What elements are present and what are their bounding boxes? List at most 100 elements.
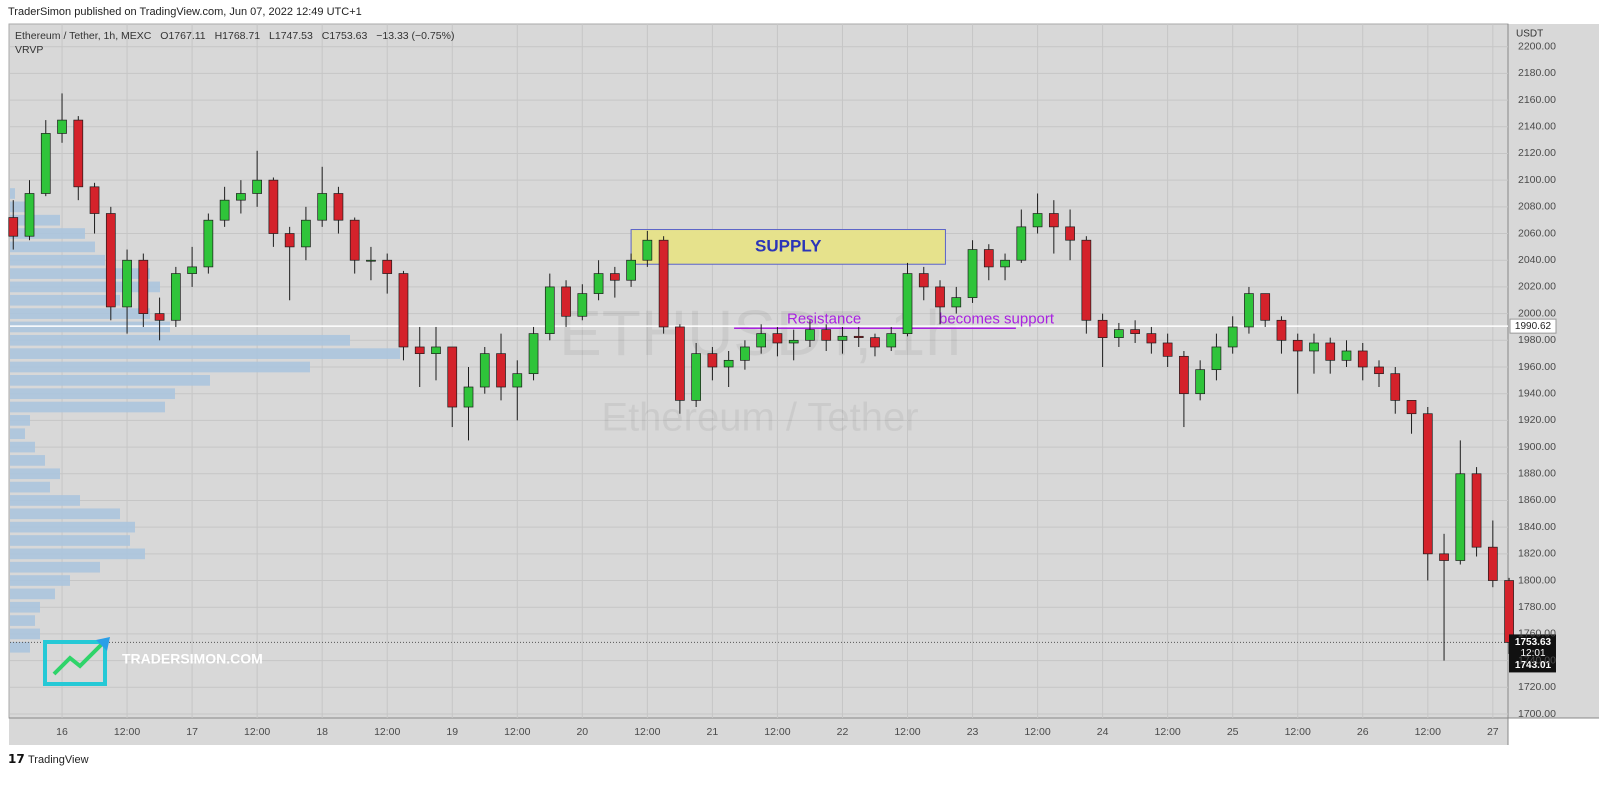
volume-profile-bar [10,214,60,226]
volume-profile-bar [10,481,50,493]
x-tick-label: 12:00 [1155,726,1181,738]
candle-body [1357,350,1368,368]
candle-body [366,259,376,262]
candle-body [1325,342,1336,361]
logo-frame [43,640,107,686]
x-tick-label: 17 [186,726,198,738]
candle-body [723,359,734,368]
legend: Ethereum / Tether, 1h, MEXC O1767.11 H17… [15,30,454,42]
x-tick-label: 26 [1357,726,1369,738]
indicator-label: VRVP [15,44,43,56]
y-tick-label: 1820.00 [1518,548,1556,560]
candle-body [398,273,409,348]
level-tag-box [1509,318,1557,334]
candle-body [496,353,506,388]
x-tick-label: 12:00 [634,726,660,738]
y-tick-label: 2060.00 [1518,227,1556,239]
y-tick-label: 1800.00 [1518,574,1556,586]
volume-profile-bar [10,348,400,359]
volume-profile-bar [10,601,40,613]
candle-body [479,353,490,388]
candle-body [284,233,295,248]
candle-body [187,266,197,274]
legend-open: O1767.11 [160,30,206,42]
candle-body [805,329,815,341]
candle-body [1048,213,1059,228]
volume-profile-bar [10,188,15,199]
volume-profile-bar [10,268,150,279]
volume-profile-bar [10,388,175,400]
candle-body [1260,293,1271,321]
volume-profile-bar [10,615,35,626]
logo-text: TRADERSIMON.COM [122,651,263,667]
x-tick-label: 18 [316,726,328,738]
y-tick-label: 1900.00 [1518,441,1556,453]
annotations: SUPPLY Resistance becomes support [10,229,1508,643]
watermark: ETHUSDT, 1h Ethereum / Tether [559,297,961,440]
footer: 𝟭𝟳 TradingView [8,752,89,766]
volume-profile-bar [10,201,30,213]
volume-profile-bar [10,588,55,600]
candle-body [561,286,571,317]
volume-profile-bar [10,535,130,546]
candle-body [1179,355,1189,395]
legend-close: C1753.63 [322,30,368,42]
volume-profile-bar [10,334,350,346]
y-tick-label: 2180.00 [1518,67,1556,79]
footer-brand: TradingView [28,754,89,766]
y-tick-label: 1980.00 [1518,334,1556,346]
volume-profile-bar [10,455,45,466]
candle-body [317,193,328,221]
candle-body [870,337,880,348]
y-tick-label: 2140.00 [1518,121,1556,133]
candle-body [528,333,539,375]
candle-body [886,333,897,348]
candle-body [1000,259,1010,268]
x-tick-label: 20 [576,726,588,738]
candle-body [1081,239,1092,321]
candle-body [593,273,604,294]
x-tick-label: 25 [1227,726,1239,738]
candle-body [1390,373,1401,401]
candle-body [1309,342,1319,352]
volume-profile-bar [10,361,310,373]
candle-body [24,193,35,237]
volume-profile-bar [10,281,160,293]
bar-low-tag: 1743.01 [1515,660,1552,671]
candle-body [57,119,67,134]
x-tick-label: 12:00 [764,726,790,738]
candle-body [349,219,360,261]
candle-body [236,193,246,201]
y-tick-label: 1880.00 [1518,468,1556,480]
y-tick-label: 1860.00 [1518,494,1556,506]
y-tick-label: 1840.00 [1518,521,1556,533]
candle-body [1146,333,1157,344]
x-tick-label: 12:00 [1415,726,1441,738]
candles [8,93,1514,661]
candle-body [1422,413,1433,555]
y-tick-label: 2000.00 [1518,307,1556,319]
candle-body [1114,329,1124,338]
y-tick-label: 2160.00 [1518,94,1556,106]
time-axis-area [9,718,1508,745]
candle-body [609,273,620,281]
candle-body [333,193,344,221]
x-tick-label: 19 [446,726,458,738]
candle-body [463,386,474,408]
candle-body [544,286,555,334]
y-tick-label: 2120.00 [1518,147,1556,159]
y-tick-label: 1940.00 [1518,387,1556,399]
y-tick-label: 2040.00 [1518,254,1556,266]
candle-body [170,273,181,321]
y-tick-label: 1760.00 [1518,628,1556,640]
candle-body [1244,293,1254,328]
candle-body [675,326,685,401]
candle-body [512,373,523,388]
x-tick-label: 12:00 [894,726,920,738]
candle-body [1439,553,1449,561]
candle-body [902,273,913,334]
supply-label: SUPPLY [755,236,822,255]
candle-body [154,313,165,321]
volume-profile-bar [10,561,100,573]
y-tick-label: 2020.00 [1518,281,1556,293]
